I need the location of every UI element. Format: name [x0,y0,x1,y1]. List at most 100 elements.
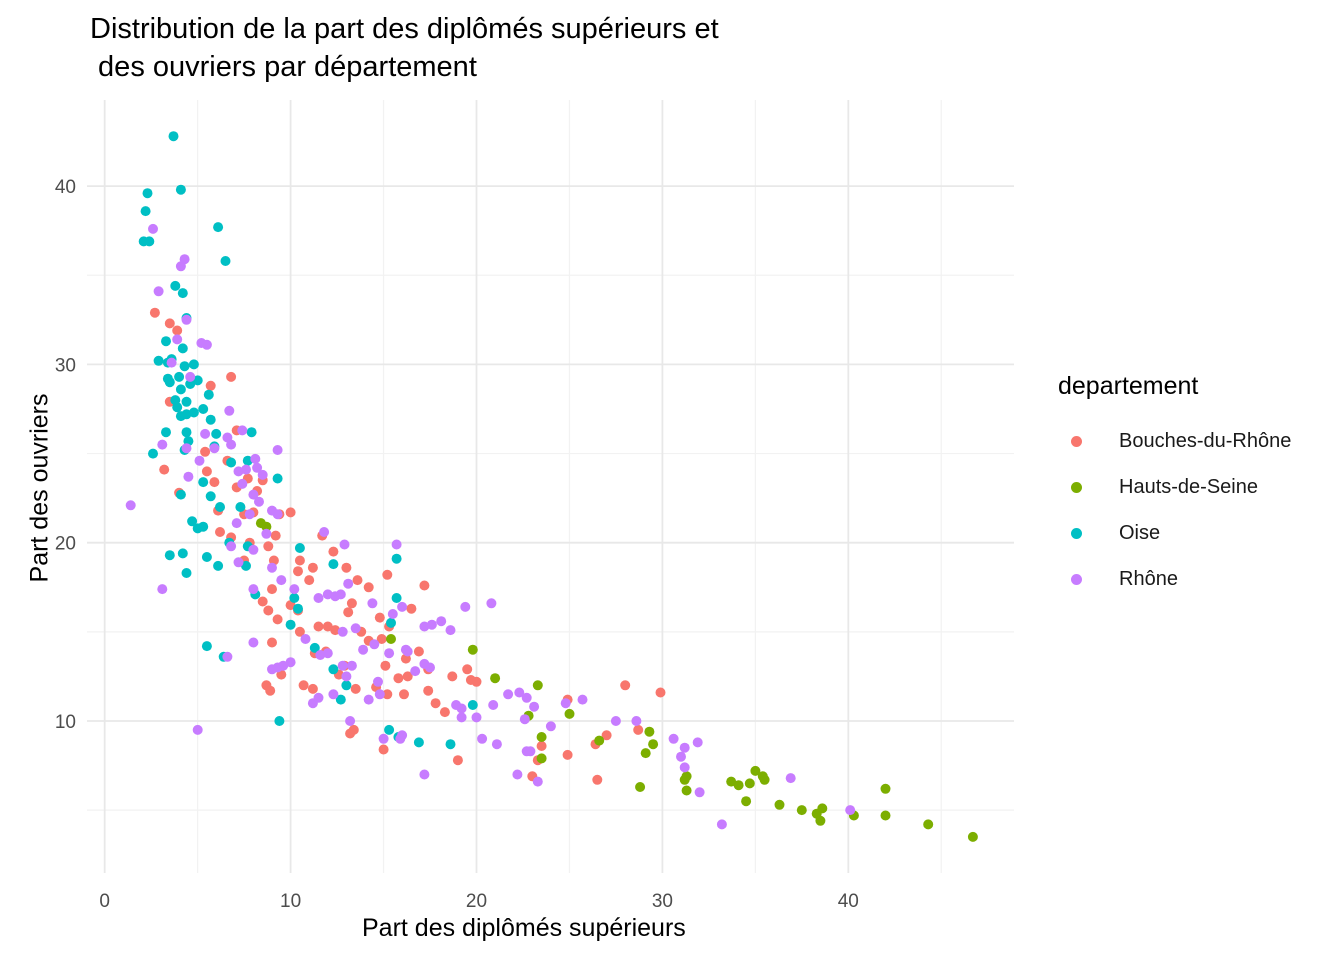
point-rhone [347,661,357,671]
point-rhone [226,440,236,450]
legend-title: departement [1058,372,1198,401]
point-rhone [397,602,407,612]
point-hauts-de-seine [386,634,396,644]
point-bouches-du-rhone [380,661,390,671]
point-oise [468,700,478,710]
point-rhone [343,579,353,589]
point-oise [148,449,158,459]
legend-item: Rhône [1071,564,1178,594]
point-hauts-de-seine [594,736,604,746]
legend-key-dot [1071,436,1082,447]
point-rhone [301,634,311,644]
point-rhone [202,340,212,350]
point-hauts-de-seine [682,786,692,796]
point-oise [273,474,283,484]
point-bouches-du-rhone [353,575,363,585]
y-axis-title: Part des ouvriers [26,394,55,583]
point-oise [295,543,305,553]
point-bouches-du-rhone [351,684,361,694]
point-rhone [546,721,556,731]
point-bouches-du-rhone [537,741,547,751]
point-oise [154,356,164,366]
point-rhone [232,518,242,528]
point-oise [180,361,190,371]
x-axis-title: Part des diplômés supérieurs [362,914,686,943]
point-rhone [379,734,389,744]
point-bouches-du-rhone [592,775,602,785]
point-rhone [533,777,543,787]
point-rhone [248,584,258,594]
point-oise [392,554,402,564]
point-rhone [157,440,167,450]
point-oise [178,288,188,298]
point-rhone [267,664,277,674]
point-rhone [446,625,456,635]
point-oise [384,725,394,735]
point-bouches-du-rhone [304,575,314,585]
point-rhone [252,463,262,473]
point-rhone [384,648,394,658]
point-rhone [157,584,167,594]
point-hauts-de-seine [648,739,658,749]
point-bouches-du-rhone [406,604,416,614]
point-bouches-du-rhone [419,581,429,591]
point-rhone [226,541,236,551]
point-oise [328,664,338,674]
point-rhone [367,598,377,608]
point-hauts-de-seine [741,796,751,806]
point-rhone [388,609,398,619]
legend-item: Hauts-de-Seine [1071,472,1258,502]
point-bouches-du-rhone [447,671,457,681]
legend-label: Bouches-du-Rhône [1119,430,1291,453]
point-bouches-du-rhone [431,698,441,708]
point-oise [213,222,223,232]
y-tick-label: 30 [55,355,76,376]
x-tick-label: 30 [652,891,673,912]
point-oise [178,343,188,353]
point-rhone [338,661,348,671]
point-oise [202,552,212,562]
point-bouches-du-rhone [633,725,643,735]
point-oise [392,593,402,603]
point-oise [215,502,225,512]
point-bouches-du-rhone [273,614,283,624]
point-rhone [345,716,355,726]
point-bouches-du-rhone [440,707,450,717]
point-hauts-de-seine [968,832,978,842]
point-rhone [561,698,571,708]
point-bouches-du-rhone [364,582,374,592]
point-rhone [472,712,482,722]
point-bouches-du-rhone [258,597,268,607]
point-bouches-du-rhone [341,563,351,573]
point-rhone [245,509,255,519]
point-bouches-du-rhone [656,688,666,698]
point-oise [414,737,424,747]
point-rhone [436,616,446,626]
point-bouches-du-rhone [299,680,309,690]
point-rhone [289,584,299,594]
point-rhone [248,638,258,648]
point-bouches-du-rhone [379,745,389,755]
point-bouches-du-rhone [295,556,305,566]
point-rhone [319,527,329,537]
x-tick-label: 10 [280,891,301,912]
point-oise [274,716,284,726]
x-tick-label: 0 [99,891,110,912]
point-rhone [261,529,271,539]
point-rhone [578,695,588,705]
point-rhone [419,770,429,780]
point-hauts-de-seine [490,673,500,683]
point-oise [226,458,236,468]
point-rhone [680,762,690,772]
point-rhone [182,315,192,325]
point-rhone [427,620,437,630]
point-rhone [273,509,283,519]
point-hauts-de-seine [797,805,807,815]
point-oise [169,131,179,141]
point-rhone [340,540,350,550]
point-hauts-de-seine [635,782,645,792]
grid-lines [87,100,1014,873]
point-rhone [314,593,324,603]
point-rhone [364,695,374,705]
